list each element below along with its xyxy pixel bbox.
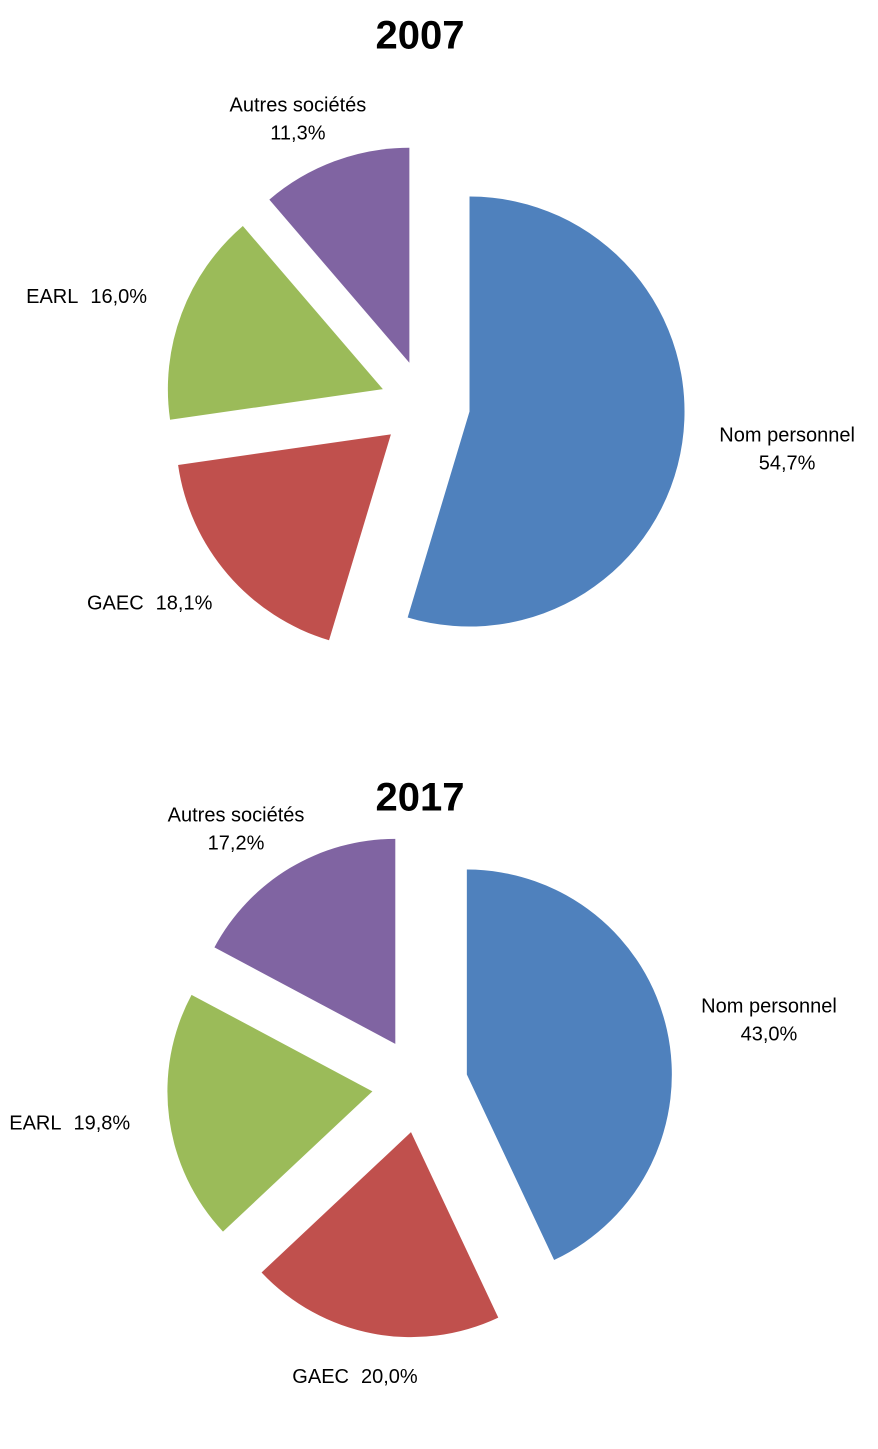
pie-slice: [167, 226, 383, 420]
pie-slice: [269, 147, 410, 363]
pie-slice: [466, 869, 672, 1261]
slice-value-label: 19,8%: [74, 1112, 131, 1134]
slice-label: Nom personnel: [719, 425, 855, 447]
slice-label: Autres sociétés: [168, 805, 305, 827]
slice-label: GAEC: [87, 592, 144, 614]
chart-title: 2007: [376, 14, 465, 58]
slice-value-label: 54,7%: [759, 453, 816, 475]
slice-value-label: 20,0%: [361, 1366, 418, 1388]
slice-value-label: 18,1%: [156, 592, 213, 614]
pie-slice: [167, 994, 373, 1232]
slice-label: GAEC: [292, 1366, 349, 1388]
slice-value-label: 11,3%: [270, 122, 325, 144]
pie-slice: [214, 838, 396, 1044]
slice-label: EARL: [26, 286, 78, 308]
slice-label: Nom personnel: [701, 995, 837, 1017]
pie-slice: [261, 1132, 499, 1338]
chart-title: 2017: [376, 776, 465, 820]
pie-slice: [407, 196, 685, 627]
slice-label: EARL: [9, 1112, 61, 1134]
pie-slice: [178, 434, 391, 641]
slice-value-label: 43,0%: [741, 1023, 798, 1045]
slice-label: Autres sociétés: [230, 94, 367, 116]
slice-value-label: 17,2%: [208, 833, 265, 855]
slice-value-label: 16,0%: [90, 286, 147, 308]
